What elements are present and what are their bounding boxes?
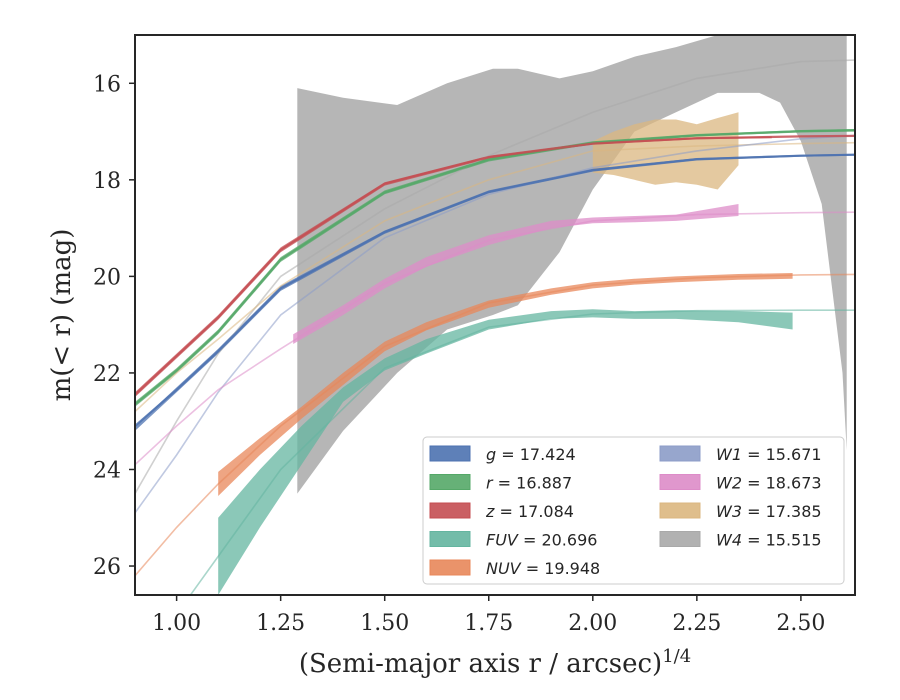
fit-line-fuv — [189, 309, 855, 595]
legend-label-r: r = 16.887 — [486, 474, 572, 493]
axis-ticks: 1.00 1.25 1.50 1.75 2.00 2.25 2.50 16 18 20 22 24 26 — [93, 72, 825, 636]
fit-line-r — [135, 129, 855, 406]
band-w4 — [297, 35, 847, 494]
fit-line-w1 — [135, 134, 855, 514]
band-w2 — [293, 204, 739, 344]
x-tick-label: 2.50 — [776, 611, 825, 636]
legend-swatch-g — [429, 445, 471, 462]
legend-label-fuv: FUV = 20.696 — [486, 531, 597, 550]
legend-label-w4: W4 = 15.515 — [716, 531, 822, 550]
legend-label-w2: W2 = 18.673 — [716, 474, 822, 493]
band-nuv — [218, 273, 793, 496]
fit-line-z — [135, 134, 855, 396]
band-w3 — [592, 112, 739, 190]
legend-swatch-z — [429, 502, 471, 519]
fit-line-g — [135, 153, 855, 427]
legend-swatch-nuv — [429, 559, 471, 576]
legend-label-g: g = 17.424 — [486, 445, 576, 464]
legend-label-z: z = 17.084 — [485, 502, 574, 521]
plot-frame — [134, 34, 856, 596]
x-tick-label: 1.75 — [464, 611, 513, 636]
legend-swatch-w3 — [659, 502, 701, 519]
y-tick-label: 16 — [93, 72, 121, 97]
legend: g = 17.424 r = 16.887 z = 17.084 FUV = 20.6… — [422, 436, 845, 585]
legend-box — [422, 436, 845, 585]
x-tick-label: 1.25 — [256, 611, 305, 636]
x-tick-label: 1.00 — [152, 611, 201, 636]
x-axis-label: (Semi-major axis r / arcsec)1/4 — [299, 646, 691, 679]
y-tick-label: 22 — [93, 362, 121, 387]
fit-line-w4 — [135, 59, 855, 494]
y-tick-label: 18 — [93, 169, 121, 194]
y-tick-label: 24 — [93, 458, 121, 483]
y-tick-label: 26 — [93, 555, 121, 580]
legend-swatch-w1 — [659, 445, 701, 462]
plot-area — [135, 35, 855, 595]
band-fuv — [218, 309, 793, 595]
legend-swatch-w2 — [659, 474, 701, 490]
x-tick-label: 1.50 — [360, 611, 409, 636]
fit-line-nuv — [135, 273, 855, 577]
legend-swatch-r — [429, 474, 471, 490]
legend-label-w1: W1 = 15.671 — [716, 445, 822, 464]
legend-label-nuv: NUV = 19.948 — [486, 559, 600, 578]
legend-swatch-fuv — [429, 531, 471, 547]
x-tick-label: 2.00 — [568, 611, 617, 636]
legend-swatch-w4 — [659, 531, 701, 547]
y-tick-label: 20 — [93, 265, 121, 290]
x-tick-label: 2.25 — [672, 611, 721, 636]
legend-label-w3: W3 = 17.385 — [716, 502, 822, 521]
band-g — [135, 153, 855, 431]
y-axis-label: m(< r) (mag) — [47, 229, 77, 402]
axes-frame — [134, 34, 856, 596]
fit-line-w2 — [135, 211, 855, 466]
